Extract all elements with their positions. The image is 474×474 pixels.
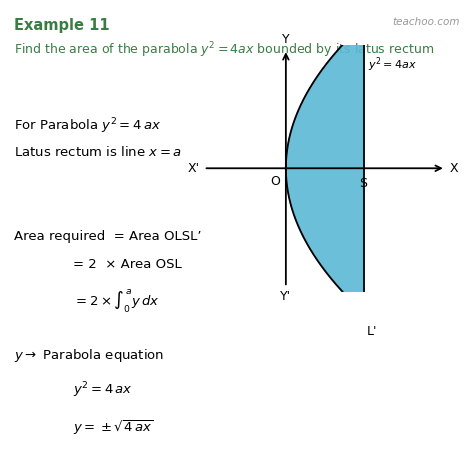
Text: L': L' (367, 325, 377, 338)
Text: = 2  × Area OSL: = 2 × Area OSL (73, 258, 182, 271)
Text: $y \rightarrow$ Parabola equation: $y \rightarrow$ Parabola equation (14, 347, 164, 364)
Text: $y = \pm\sqrt{4\,ax}$: $y = \pm\sqrt{4\,ax}$ (73, 418, 155, 437)
Text: Y: Y (282, 33, 290, 46)
Text: X: X (449, 162, 458, 175)
Text: S: S (359, 177, 367, 190)
Text: X': X' (188, 162, 200, 175)
Text: $y^2 = 4ax$: $y^2 = 4ax$ (368, 55, 417, 73)
Text: O: O (270, 174, 280, 188)
Text: Example 11: Example 11 (14, 18, 110, 33)
Text: Y': Y' (280, 291, 292, 303)
Text: $y^2 = 4\,ax$: $y^2 = 4\,ax$ (73, 380, 133, 400)
Text: Latus rectum is line $x = a$: Latus rectum is line $x = a$ (14, 145, 182, 159)
Text: teachoo.com: teachoo.com (392, 17, 460, 27)
Text: For Parabola $y^2 = 4\,ax$: For Parabola $y^2 = 4\,ax$ (14, 116, 161, 136)
Text: Find the area of the parabola $y^2 = 4ax$ bounded by its latus rectum: Find the area of the parabola $y^2 = 4ax… (14, 40, 434, 60)
Text: Area required  = Area OLSL’: Area required = Area OLSL’ (14, 230, 202, 243)
Text: $= 2 \times \int_0^a y\,dx$: $= 2 \times \int_0^a y\,dx$ (73, 288, 160, 315)
Polygon shape (286, 24, 364, 313)
